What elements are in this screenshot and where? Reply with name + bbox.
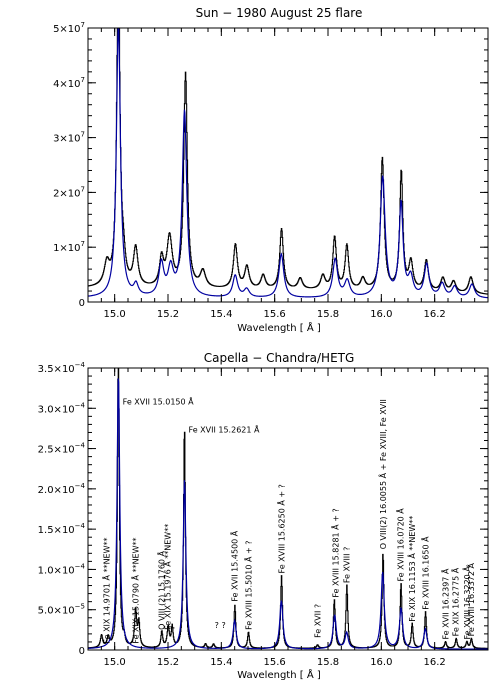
y-tick-label: 2.5×10−4 [38, 442, 86, 456]
x-tick-label: 15.8 [317, 657, 339, 668]
line-annotation: Fe XVII 15.0150 Å [123, 395, 194, 406]
tick-marks: 15.0 15.2 15.4 15.6 15.8 16.0 16.2 0 1×107 2×107 3… [53, 21, 489, 320]
line-annotation: Fe XIX 16.2775 Å [449, 567, 460, 636]
x-axis-label: Wavelength [ Å ] [237, 321, 321, 334]
line-annotation: Fe XVIII 16.0720 Å [395, 508, 406, 582]
line-annotation: Fe XVIII ? [343, 547, 352, 583]
y-tick-label: 1.0×10−4 [38, 562, 86, 576]
x-tick-label: 15.6 [264, 657, 286, 668]
panel-title: Capella − Chandra/HETG [204, 351, 355, 365]
capella-panel: Capella − Chandra/HETG 15.0 15.2 15.4 15.6 1… [38, 351, 489, 681]
x-tick-label: 15.2 [157, 309, 179, 320]
tick-marks: 15.0 15.2 15.4 15.6 15.8 16.0 16.2 0 5.0×10−5 1.0… [38, 361, 489, 668]
x-tick-label: 16.0 [370, 657, 392, 668]
y-tick-label: 0 [79, 646, 85, 657]
x-tick-label: 16.2 [424, 309, 446, 320]
line-annotation: O VIII (2) 15.1760 Å [156, 550, 167, 629]
line-annotations: Fe XVII 15.0150 Å Fe XVII 15.2621 Å Fe XIX… [101, 395, 477, 643]
y-tick-label: 1.5×10−4 [38, 522, 86, 536]
panel-title: Sun − 1980 August 25 flare [196, 6, 363, 20]
line-annotation: ? [168, 626, 177, 630]
line-annotation: Fe XVII 16.2397 Å [439, 568, 450, 639]
line-annotation: Fe XIX 15.0790 Å **NEW** [130, 537, 141, 643]
y-tick-label: 1×107 [53, 240, 85, 254]
x-tick-label: 15.4 [210, 309, 232, 320]
line-annotation: Fe XVIII 16.3220 Å [461, 566, 472, 640]
x-tick-label: 15.6 [264, 309, 286, 320]
line-annotation: Fe XVIII 16.3372 Å [465, 562, 476, 636]
line-annotation: Fe XIX 15.1976 Å **NEW** [161, 524, 172, 630]
line-annotation: Fe XVIII 16.1650 Å [419, 536, 430, 610]
y-tick-label: 5.0×10−5 [38, 603, 85, 617]
x-tick-label: 16.0 [370, 309, 392, 320]
y-tick-label: 2×107 [53, 185, 85, 199]
line-annotation: Fe XVII ? [313, 604, 322, 638]
x-tick-label: 15.4 [210, 657, 232, 668]
y-tick-label: 3.5×10−4 [38, 361, 86, 375]
y-tick-label: 4×107 [53, 76, 85, 90]
x-tick-label: 15.0 [104, 309, 126, 320]
line-annotation: Fe XIX 14.9701 Å **NEW** [101, 537, 112, 643]
line-annotation: O VIII(2) 16.0055 Å + Fe XVIII, Fe XVII [377, 399, 388, 549]
line-annotation: Fe XVIII 15.5010 Å + ? [242, 541, 253, 630]
solar-flare-panel: Sun − 1980 August 25 flare 15.0 15.2 15.4 1… [53, 6, 489, 334]
line-annotation: Fe XVII 15.2621 Å [189, 423, 260, 434]
y-tick-label: 0 [79, 298, 85, 309]
x-tick-label: 15.2 [157, 657, 179, 668]
y-tick-label: 2.0×10−4 [38, 482, 86, 496]
line-annotation: Fe XVIII 15.8281 Å + ? [329, 508, 340, 597]
plot-area [88, 28, 488, 299]
axes-frame [87, 27, 489, 303]
x-tick-label: 15.0 [104, 657, 126, 668]
series-line-0 [88, 28, 488, 295]
line-annotation: Fe XVII 15.4500 Å [229, 530, 240, 601]
y-tick-label: 3×107 [53, 131, 85, 145]
line-annotation: Fe XIX 16.1153 Å **NEW** [406, 516, 417, 622]
x-tick-label: 15.8 [317, 309, 339, 320]
line-annotation: Fe XVIII 15.6250 Å + ? [275, 484, 286, 573]
x-tick-label: 16.2 [424, 657, 446, 668]
line-annotation: ? ? [215, 621, 226, 630]
series-line-1 [88, 28, 488, 299]
y-tick-label: 3.0×10−4 [38, 401, 86, 415]
x-axis-label: Wavelength [ Å ] [237, 668, 321, 681]
y-tick-label: 5×107 [53, 21, 85, 35]
